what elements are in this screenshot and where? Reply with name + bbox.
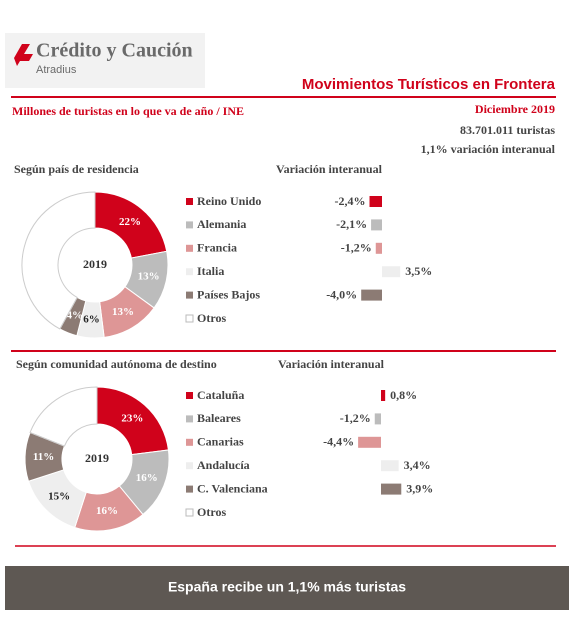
bar (381, 460, 399, 472)
legend-swatch (185, 314, 194, 323)
legend-label: Baleares (197, 411, 241, 425)
legend-label: Otros (197, 505, 226, 519)
bar (358, 436, 381, 448)
bar (382, 266, 401, 278)
section-title: Variación interanual (276, 162, 383, 176)
bar-label: -2,4% (335, 194, 366, 208)
bar (381, 483, 402, 495)
title: Movimientos Turísticos en Frontera (302, 76, 556, 93)
section-title: Según comunidad autónoma de destino (16, 357, 217, 371)
bar (371, 219, 382, 231)
legend-label: Andalucía (197, 458, 250, 472)
legend-swatch (186, 268, 193, 276)
slice-label: 6% (83, 313, 100, 325)
slice-label: 11% (33, 451, 54, 463)
bar-label: -1,2% (340, 411, 371, 425)
slice-label: 4% (67, 310, 84, 322)
legend-swatch (185, 508, 194, 517)
bar-label: -4,0% (326, 287, 357, 301)
section-title: Según país de residencia (14, 162, 139, 176)
legend-swatch (186, 438, 193, 446)
legend-swatch (186, 221, 193, 229)
slice-label: 16% (96, 505, 118, 517)
brand: Crédito y Caución (36, 40, 193, 62)
slice-label: 16% (136, 472, 158, 484)
bar (369, 196, 382, 207)
slice-label: 23% (121, 412, 143, 424)
brand-sub: Atradius (36, 64, 77, 76)
subtitle: Millones de turistas en lo que va de año… (12, 104, 244, 118)
legend-label: Alemania (197, 217, 246, 231)
legend-label: Reino Unido (197, 194, 261, 208)
slice-label: 13% (138, 271, 160, 283)
bar-label: 3,5% (405, 264, 432, 278)
legend-swatch (186, 462, 193, 470)
legend-swatch (186, 485, 193, 493)
legend-swatch (186, 198, 193, 205)
bar (375, 242, 382, 254)
bar-label: -2,1% (336, 217, 367, 231)
bar-label: -1,2% (341, 241, 372, 255)
donut-slice (21, 191, 96, 330)
logo-box (5, 33, 205, 88)
bar-label: 3,9% (406, 481, 433, 495)
legend-label: Francia (197, 241, 237, 255)
donut-slice (29, 386, 98, 447)
footer-band (5, 566, 569, 610)
total: 83.701.011 turistas (460, 123, 555, 137)
legend-swatch (186, 415, 193, 423)
legend-label: Otros (197, 311, 226, 325)
legend-label: C. Valenciana (197, 481, 268, 495)
section-title: Variación interanual (278, 357, 385, 371)
slice-label: 15% (48, 490, 70, 502)
legend-swatch (186, 291, 193, 299)
center-label: 2019 (83, 257, 107, 271)
date: Diciembre 2019 (475, 102, 555, 116)
legend-label: Cataluña (197, 388, 244, 402)
legend-label: Países Bajos (197, 287, 260, 301)
logo-icon (14, 44, 33, 66)
legend-swatch (186, 392, 193, 399)
bar-label: 3,4% (404, 458, 431, 472)
legend-label: Italia (197, 264, 224, 278)
bar (381, 390, 386, 401)
slice-label: 22% (119, 216, 141, 228)
legend-swatch (186, 244, 193, 252)
legend-label: Canarias (197, 435, 244, 449)
variation: 1,1% variación interanual (421, 142, 556, 156)
bar (361, 289, 382, 301)
slice-label: 13% (112, 306, 134, 318)
bar-label: 0,8% (390, 388, 417, 402)
footer: España recibe un 1,1% más turistas (168, 579, 406, 595)
center-label: 2019 (85, 451, 109, 465)
bar-label: -4,4% (323, 435, 354, 449)
bar (374, 413, 381, 425)
